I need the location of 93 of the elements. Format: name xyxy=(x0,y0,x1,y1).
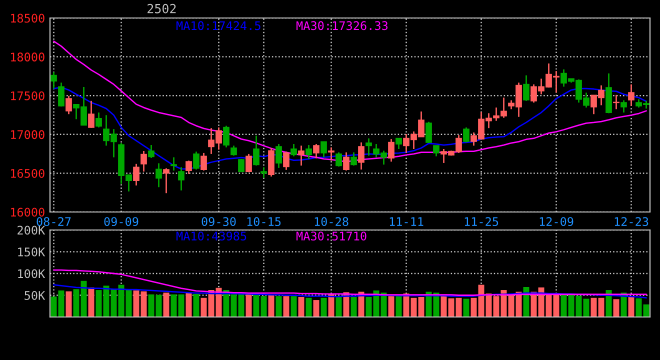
text: MA10:43985 xyxy=(176,232,246,241)
bar xyxy=(88,287,94,317)
candlestick xyxy=(328,146,334,162)
text: MA30:51710 xyxy=(296,232,366,241)
bar xyxy=(283,296,290,317)
bar xyxy=(493,296,500,317)
bar xyxy=(290,296,297,317)
candlestick xyxy=(200,152,207,172)
x-tick-label: 11-11 xyxy=(390,217,424,226)
candlestick xyxy=(223,125,230,148)
bar xyxy=(66,291,72,317)
candlestick xyxy=(170,156,177,172)
y-tick-label: 150K xyxy=(18,248,46,256)
candlestick xyxy=(193,150,200,170)
bar xyxy=(306,298,312,317)
candlestick xyxy=(148,144,154,159)
candlestick xyxy=(426,121,432,144)
y-tick-label: 16000 xyxy=(11,208,44,217)
y-tick-label: 18500 xyxy=(11,14,44,23)
bar xyxy=(350,296,357,317)
candlestick xyxy=(58,82,64,108)
y-tick-label: 18000 xyxy=(11,52,44,62)
x-tick-label: 10-15 xyxy=(247,217,281,226)
bar xyxy=(628,296,634,317)
bar xyxy=(396,296,402,317)
x-tick-label: 12-09 xyxy=(540,217,574,226)
candlestick xyxy=(133,163,140,186)
x-tick-label: 09-09 xyxy=(104,217,138,226)
candlestick xyxy=(260,166,267,179)
candlestick xyxy=(336,152,342,168)
bar xyxy=(163,292,170,317)
x-tick-label: 12-23 xyxy=(614,217,648,226)
bar xyxy=(583,298,590,317)
y-tick-label: 100K xyxy=(18,269,46,278)
candlestick xyxy=(628,84,634,107)
text: MA30:17326.33 xyxy=(296,21,388,30)
candlestick xyxy=(246,153,252,173)
bar xyxy=(388,296,394,317)
x-tick-label: 08-27 xyxy=(36,217,71,226)
candlestick xyxy=(276,143,282,169)
candlestick xyxy=(253,135,260,166)
bar xyxy=(576,296,582,317)
bar xyxy=(298,296,304,317)
candlestick xyxy=(350,152,357,166)
bar xyxy=(613,299,620,317)
candlestick xyxy=(268,147,274,178)
bar xyxy=(313,300,320,317)
bar xyxy=(523,286,530,317)
chart-title: 2502 xyxy=(148,4,176,14)
candlestick xyxy=(358,142,364,170)
candlestick xyxy=(433,144,440,157)
candlestick xyxy=(230,144,237,156)
bar xyxy=(276,296,282,317)
candlestick xyxy=(620,100,627,114)
candlestick xyxy=(163,168,170,194)
candlestick xyxy=(388,138,394,162)
candlestick xyxy=(613,94,620,110)
candlestick xyxy=(396,138,402,150)
text: MA10:17424.5 xyxy=(176,21,260,30)
bar xyxy=(463,298,470,317)
y-tick-label: 200K xyxy=(18,226,46,235)
line-series xyxy=(53,284,647,299)
bar xyxy=(193,294,200,317)
candlestick xyxy=(88,100,94,128)
candlestick xyxy=(463,126,470,144)
candlestick xyxy=(320,141,327,158)
y-tick-label: 17500 xyxy=(11,91,44,100)
candlestick xyxy=(306,144,312,160)
candlestick xyxy=(298,144,304,166)
candlestick xyxy=(283,150,290,171)
y-tick-label: 50K xyxy=(24,291,46,300)
x-tick-label: 11-25 xyxy=(464,217,498,226)
candlestick xyxy=(523,74,530,102)
bar xyxy=(156,294,162,317)
y-tick-label: 16500 xyxy=(11,168,44,178)
candlestick xyxy=(238,158,244,173)
candlestick xyxy=(186,160,192,175)
candlestick xyxy=(66,95,72,115)
bar xyxy=(268,294,274,317)
candlestick xyxy=(313,143,320,159)
candlestick xyxy=(178,166,184,192)
candlestick xyxy=(366,138,372,156)
bar xyxy=(148,294,154,317)
candlestick xyxy=(96,112,102,128)
candlestick xyxy=(156,162,162,188)
candlestick xyxy=(50,71,57,90)
candlestick xyxy=(140,150,147,172)
y-tick-label: 17000 xyxy=(11,130,44,140)
candlestick xyxy=(343,152,350,172)
x-tick-label: 10-28 xyxy=(314,217,348,226)
x-tick-label: 09-30 xyxy=(202,217,236,226)
candlestick xyxy=(290,143,297,157)
line-series xyxy=(53,269,647,296)
